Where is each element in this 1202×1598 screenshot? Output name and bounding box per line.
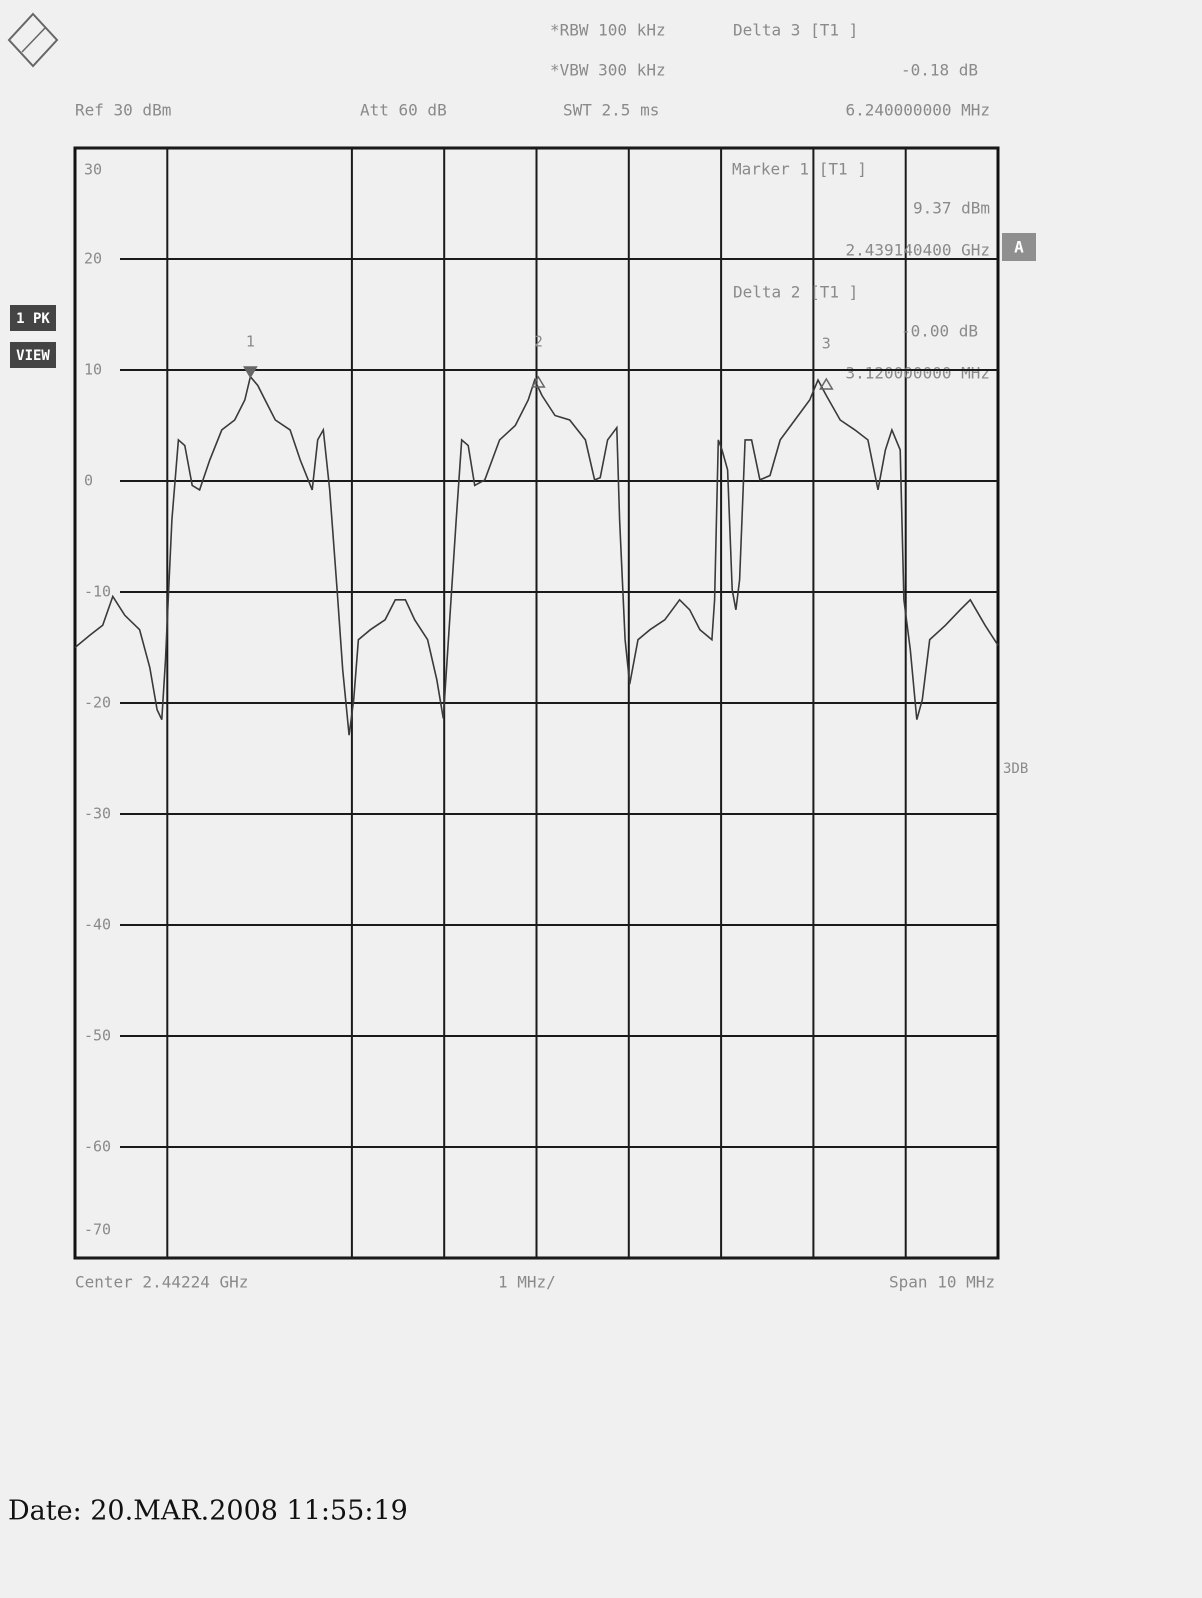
marker1-freq: 2.439140400 GHz [846, 241, 991, 260]
view-box [10, 342, 56, 368]
y-tick-label: -40 [84, 916, 111, 934]
y-tick-label: 0 [84, 472, 93, 490]
trace-badge-box [1002, 233, 1036, 261]
sweep-time: SWT 2.5 ms [563, 101, 659, 120]
marker1-level: 9.37 dBm [913, 199, 990, 218]
trace [74, 374, 999, 736]
attenuation: Att 60 dB [360, 101, 447, 120]
y-tick-label: 20 [84, 250, 102, 268]
y-tick-label: -70 [84, 1221, 111, 1239]
view: VIEW [16, 348, 50, 364]
detector: 1 PK [16, 311, 50, 327]
ref-level: Ref 30 dBm [75, 101, 171, 120]
rbw: *RBW 100 kHz [550, 21, 666, 40]
marker [243, 366, 258, 379]
marker-label: 1 [246, 332, 255, 350]
marker [531, 375, 546, 388]
delta2-title: Delta 2 [T1 ] [733, 283, 858, 302]
detector-box [10, 305, 56, 331]
delta2-level: -0.00 dB [901, 322, 978, 341]
y-tick-label: -60 [84, 1138, 111, 1156]
y-tick-label: 10 [84, 361, 102, 379]
span: Span 10 MHz [889, 1273, 995, 1292]
y-tick-label: -30 [84, 805, 111, 823]
y-tick-label: -50 [84, 1027, 111, 1045]
side-label: 3DB [1003, 761, 1028, 777]
y-tick-label: -10 [84, 583, 111, 601]
delta3-freq: 6.240000000 MHz [846, 101, 991, 120]
y-tick-label: -20 [84, 694, 111, 712]
marker-label: 2 [534, 332, 543, 350]
marker [818, 377, 834, 390]
marker-label: 3 [822, 334, 831, 352]
marker1-title: Marker 1 [T1 ] [732, 160, 867, 179]
delta2-freq: 3.120000000 MHz [846, 364, 991, 383]
div-scale: 1 MHz/ [498, 1273, 556, 1292]
center-freq: Center 2.44224 GHz [75, 1273, 248, 1292]
delta3-level: -0.18 dB [901, 61, 978, 80]
trace-badge: A [1014, 238, 1024, 257]
y-tick-label: 30 [84, 161, 102, 179]
date: Date: 20.MAR.2008 11:55:19 [8, 1496, 408, 1527]
logo [7, 12, 59, 68]
vbw: *VBW 300 kHz [550, 61, 666, 80]
delta3-title: Delta 3 [T1 ] [733, 21, 858, 40]
